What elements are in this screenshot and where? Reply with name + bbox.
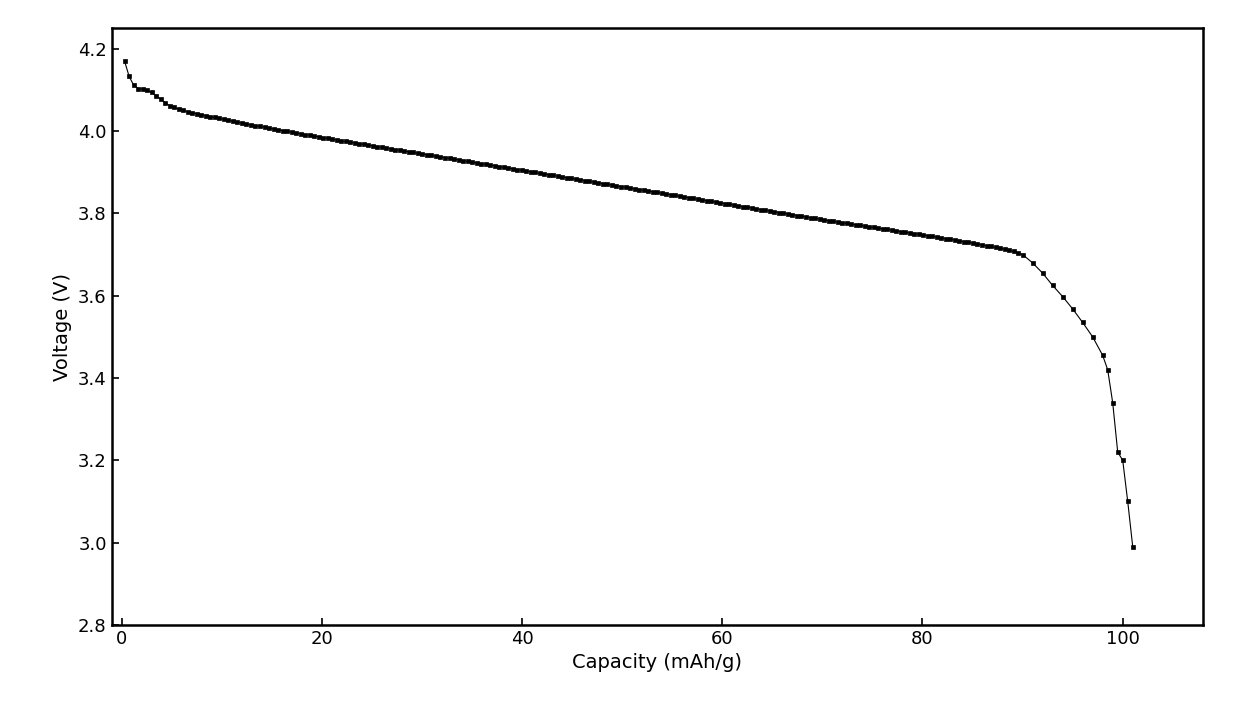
Y-axis label: Voltage (V): Voltage (V) bbox=[53, 273, 72, 381]
X-axis label: Capacity (mAh/g): Capacity (mAh/g) bbox=[572, 653, 743, 672]
